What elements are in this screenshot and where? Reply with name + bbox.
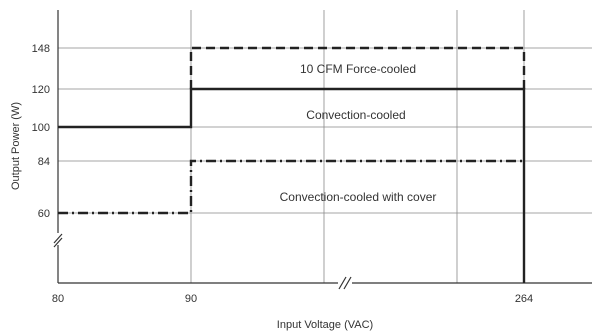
x-tick-label-264: 264 [515, 293, 533, 305]
y-tick-label-84: 84 [38, 156, 50, 168]
x-tick-label-80: 80 [52, 293, 64, 305]
annotation-convection-cooled-cover: Convection-cooled with cover [280, 190, 437, 204]
annotation-force-cooled: 10 CFM Force-cooled [300, 62, 416, 76]
x-axis-title: Input Voltage (VAC) [277, 319, 373, 331]
tick-labels: 60 84 100 120 148 80 90 264 [32, 43, 534, 305]
axes: Output Power (W) Input Voltage (VAC) [10, 10, 592, 331]
x-axis-break-mark [338, 276, 352, 290]
grid [58, 10, 592, 283]
annotations: 10 CFM Force-cooled Convection-cooled Co… [280, 62, 437, 204]
series [58, 46, 526, 283]
y-tick-label-120: 120 [32, 84, 50, 96]
x-tick-label-90: 90 [185, 293, 197, 305]
y-tick-label-60: 60 [38, 208, 50, 220]
annotation-convection-cooled: Convection-cooled [306, 108, 405, 122]
y-axis-title: Output Power (W) [10, 102, 22, 190]
series-convection-cooled [58, 87, 526, 283]
series-force-cooled [189, 46, 526, 89]
y-tick-label-148: 148 [32, 43, 50, 55]
y-tick-label-100: 100 [32, 122, 50, 134]
series-convection-cooled-cover [58, 159, 524, 215]
axis-breaks [52, 233, 352, 290]
y-axis-break-mark [52, 233, 64, 248]
